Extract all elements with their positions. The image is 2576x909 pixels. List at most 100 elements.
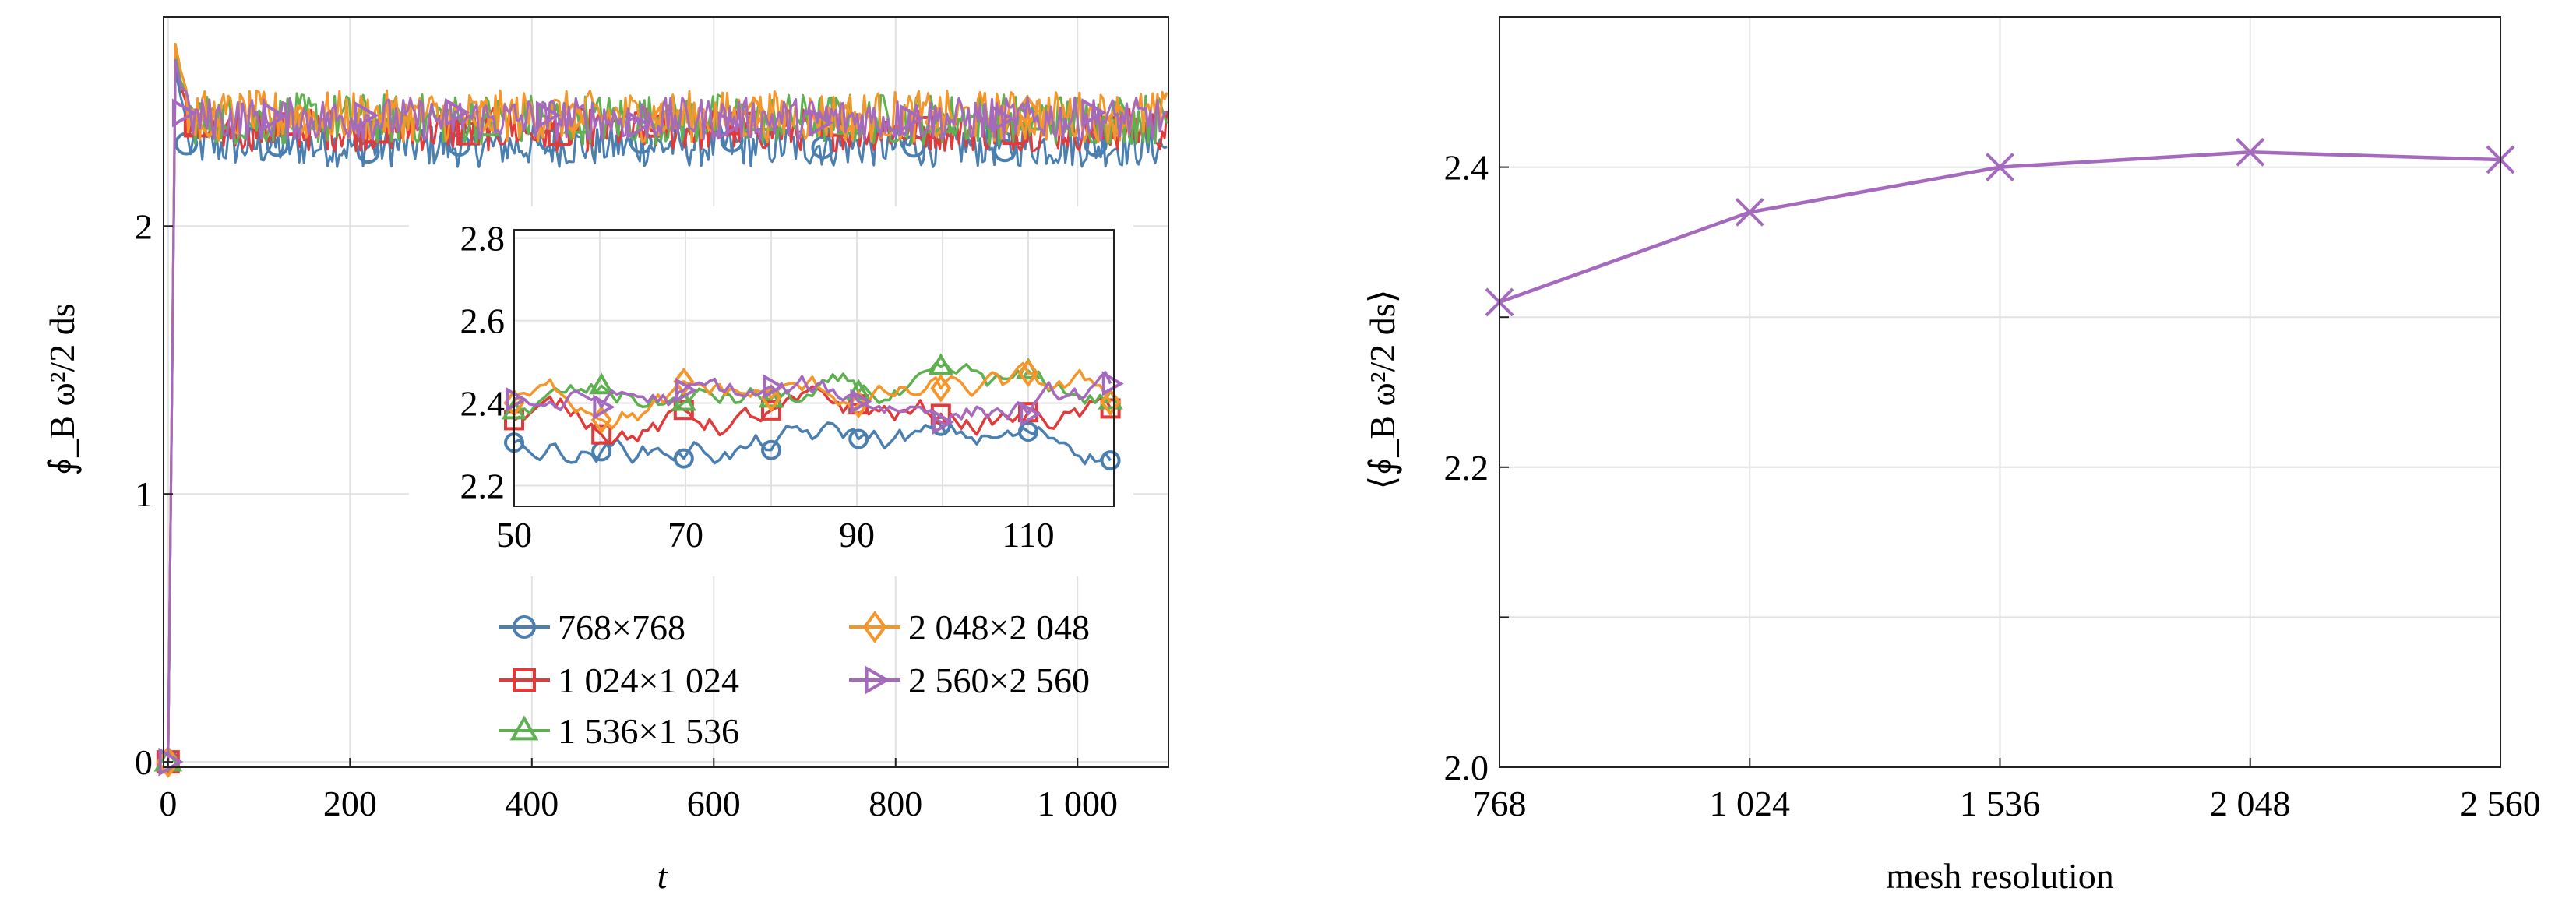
legend-item-1: 1 024×1 024 [499, 661, 739, 700]
legend-marker-3 [862, 611, 887, 643]
legend-item-0: 768×768 [499, 608, 685, 647]
left-marker-4-2 [354, 100, 379, 130]
inset-marker-1-1 [591, 424, 612, 445]
inset-marker-2-4 [846, 379, 872, 401]
inset-ytick-1: 2.4 [460, 384, 506, 424]
left-marker-3-4 [560, 101, 585, 135]
inset-marker-1-3 [761, 400, 781, 421]
inset-series: 50 70 90 110 2.2 2.4 2.6 2.8 [460, 219, 1124, 555]
right-xtick-0: 768 [1473, 784, 1527, 823]
right-axes: 768 1 024 1 536 2 048 2 560 2.0 2.2 2.4 mesh res… [1362, 16, 2541, 896]
left-xtick-2: 400 [505, 784, 559, 823]
legend-marker-2 [509, 715, 539, 741]
right-marker-1 [1735, 197, 1764, 227]
inset-xtick-2: 90 [839, 515, 875, 555]
inset-marker-4-4 [850, 389, 872, 414]
legend: 768×768 1 024×1 024 1 536×1 536 2 048×2 048… [499, 608, 1090, 751]
right-ytick-2: 2.2 [1444, 448, 1489, 488]
inset-marker-3-7 [1100, 387, 1122, 417]
left-marker-4-8 [899, 104, 925, 133]
right-ytick-4: 2.4 [1444, 148, 1489, 188]
left-series-4 [158, 58, 1168, 777]
inset-marker-2-5 [928, 353, 953, 375]
right-xlabel: mesh resolution [1886, 856, 2114, 896]
legend-label-0: 768×768 [558, 608, 685, 647]
right-marker-3-b [2236, 137, 2265, 167]
legend-label-4: 2 560×2 560 [908, 661, 1090, 700]
left-xtick-1: 200 [323, 784, 377, 823]
inset-marker-0-6 [1018, 421, 1038, 442]
inset-series-line-1 [513, 385, 1112, 446]
legend-marker-4 [865, 665, 890, 695]
right-xtick-1: 1 024 [1710, 784, 1791, 823]
left-marker-4-5 [626, 110, 652, 139]
right-grid [1499, 17, 2501, 768]
left-axes: 0 200 400 600 800 1 000 0 1 2 t ∮_B ω²/2 ds [42, 16, 1169, 896]
inset-xtick-0: 50 [496, 515, 532, 555]
left-series-line-4 [167, 58, 1168, 763]
right-xtick-3: 2 048 [2210, 784, 2291, 823]
inset-marker-4-2 [675, 378, 698, 403]
left-ylabel: ∮_B ω²/2 ds [42, 303, 82, 475]
inset-marker-2-3 [758, 386, 784, 408]
inset-series-4 [506, 371, 1124, 435]
right-marker-2-b [1986, 153, 2014, 182]
inset-marker-0-4 [848, 428, 869, 449]
left-xtick-0: 0 [159, 784, 177, 823]
left-marker-4-0 [171, 98, 197, 128]
legend-label-3: 2 048×2 048 [908, 608, 1090, 647]
inset-marker-3-6 [1017, 358, 1039, 388]
legend-item-4: 2 560×2 560 [849, 661, 1090, 700]
legend-label-2: 1 536×1 536 [558, 711, 739, 751]
inset-xtick-3: 110 [1002, 515, 1054, 555]
inset-series-line-4 [513, 371, 1112, 426]
inset-marker-4-1 [593, 394, 615, 420]
inset-marker-4-6 [1020, 401, 1042, 427]
inset-ytick-3: 2.8 [460, 219, 506, 259]
inset-series-line-3 [513, 361, 1112, 430]
left-ytick-1: 1 [135, 474, 153, 514]
right-marker-1-b [1735, 197, 1764, 227]
left-marker-2-3 [472, 111, 501, 137]
inset-marker-4-5 [932, 409, 955, 435]
left-marker-4-4 [535, 100, 561, 130]
left-ytick-0: 0 [135, 742, 153, 782]
right-marker-3 [2236, 137, 2265, 167]
left-frame [163, 16, 1169, 768]
legend-label-1: 1 024×1 024 [558, 661, 739, 700]
legend-item-2: 1 536×1 536 [499, 711, 739, 751]
left-ylabel-text: ∮_B ω²/2 ds [42, 303, 82, 475]
left-marker-4-1 [263, 101, 288, 131]
right-xtick-4: 2 560 [2460, 784, 2541, 823]
left-marker-4-10 [1081, 98, 1107, 127]
inset-xtick-1: 70 [668, 515, 703, 555]
inset-frame [513, 229, 1115, 507]
left-marker-4-7 [809, 108, 834, 137]
right-ylabel-text: ⟨∮_B ω²/2 ds⟩ [1362, 289, 1402, 489]
inset-grid [513, 230, 1115, 506]
left-xtick-4: 800 [869, 784, 922, 823]
inset-marker-3-5 [930, 374, 952, 403]
legend-marker-1 [513, 668, 536, 692]
inset-marker-0-2 [673, 448, 694, 469]
right-marker-2 [1986, 153, 2014, 182]
right-ytick-0: 2.0 [1444, 748, 1489, 787]
inset-marker-4-3 [763, 374, 785, 400]
left-xtick-5: 1 000 [1038, 784, 1119, 823]
inset-marker-0-7 [1100, 450, 1121, 471]
inset-marker-2-1 [589, 372, 615, 395]
left-marker-4-9 [990, 104, 1016, 133]
left-ytick-2: 2 [135, 206, 153, 246]
legend-item-3: 2 048×2 048 [849, 608, 1090, 647]
left-marker-4-6 [717, 111, 743, 140]
inset-ytick-0: 2.2 [460, 467, 506, 506]
inset-marker-3-2 [673, 367, 695, 396]
left-series [153, 42, 1168, 779]
left-marker-4-3 [445, 97, 470, 127]
left-xlabel: t [657, 856, 668, 896]
right-xtick-2: 1 536 [1960, 784, 2041, 823]
inset-marker-4-0 [506, 386, 528, 413]
inset-ytick-2: 2.6 [460, 301, 506, 341]
inset-marker-0-3 [761, 439, 781, 460]
